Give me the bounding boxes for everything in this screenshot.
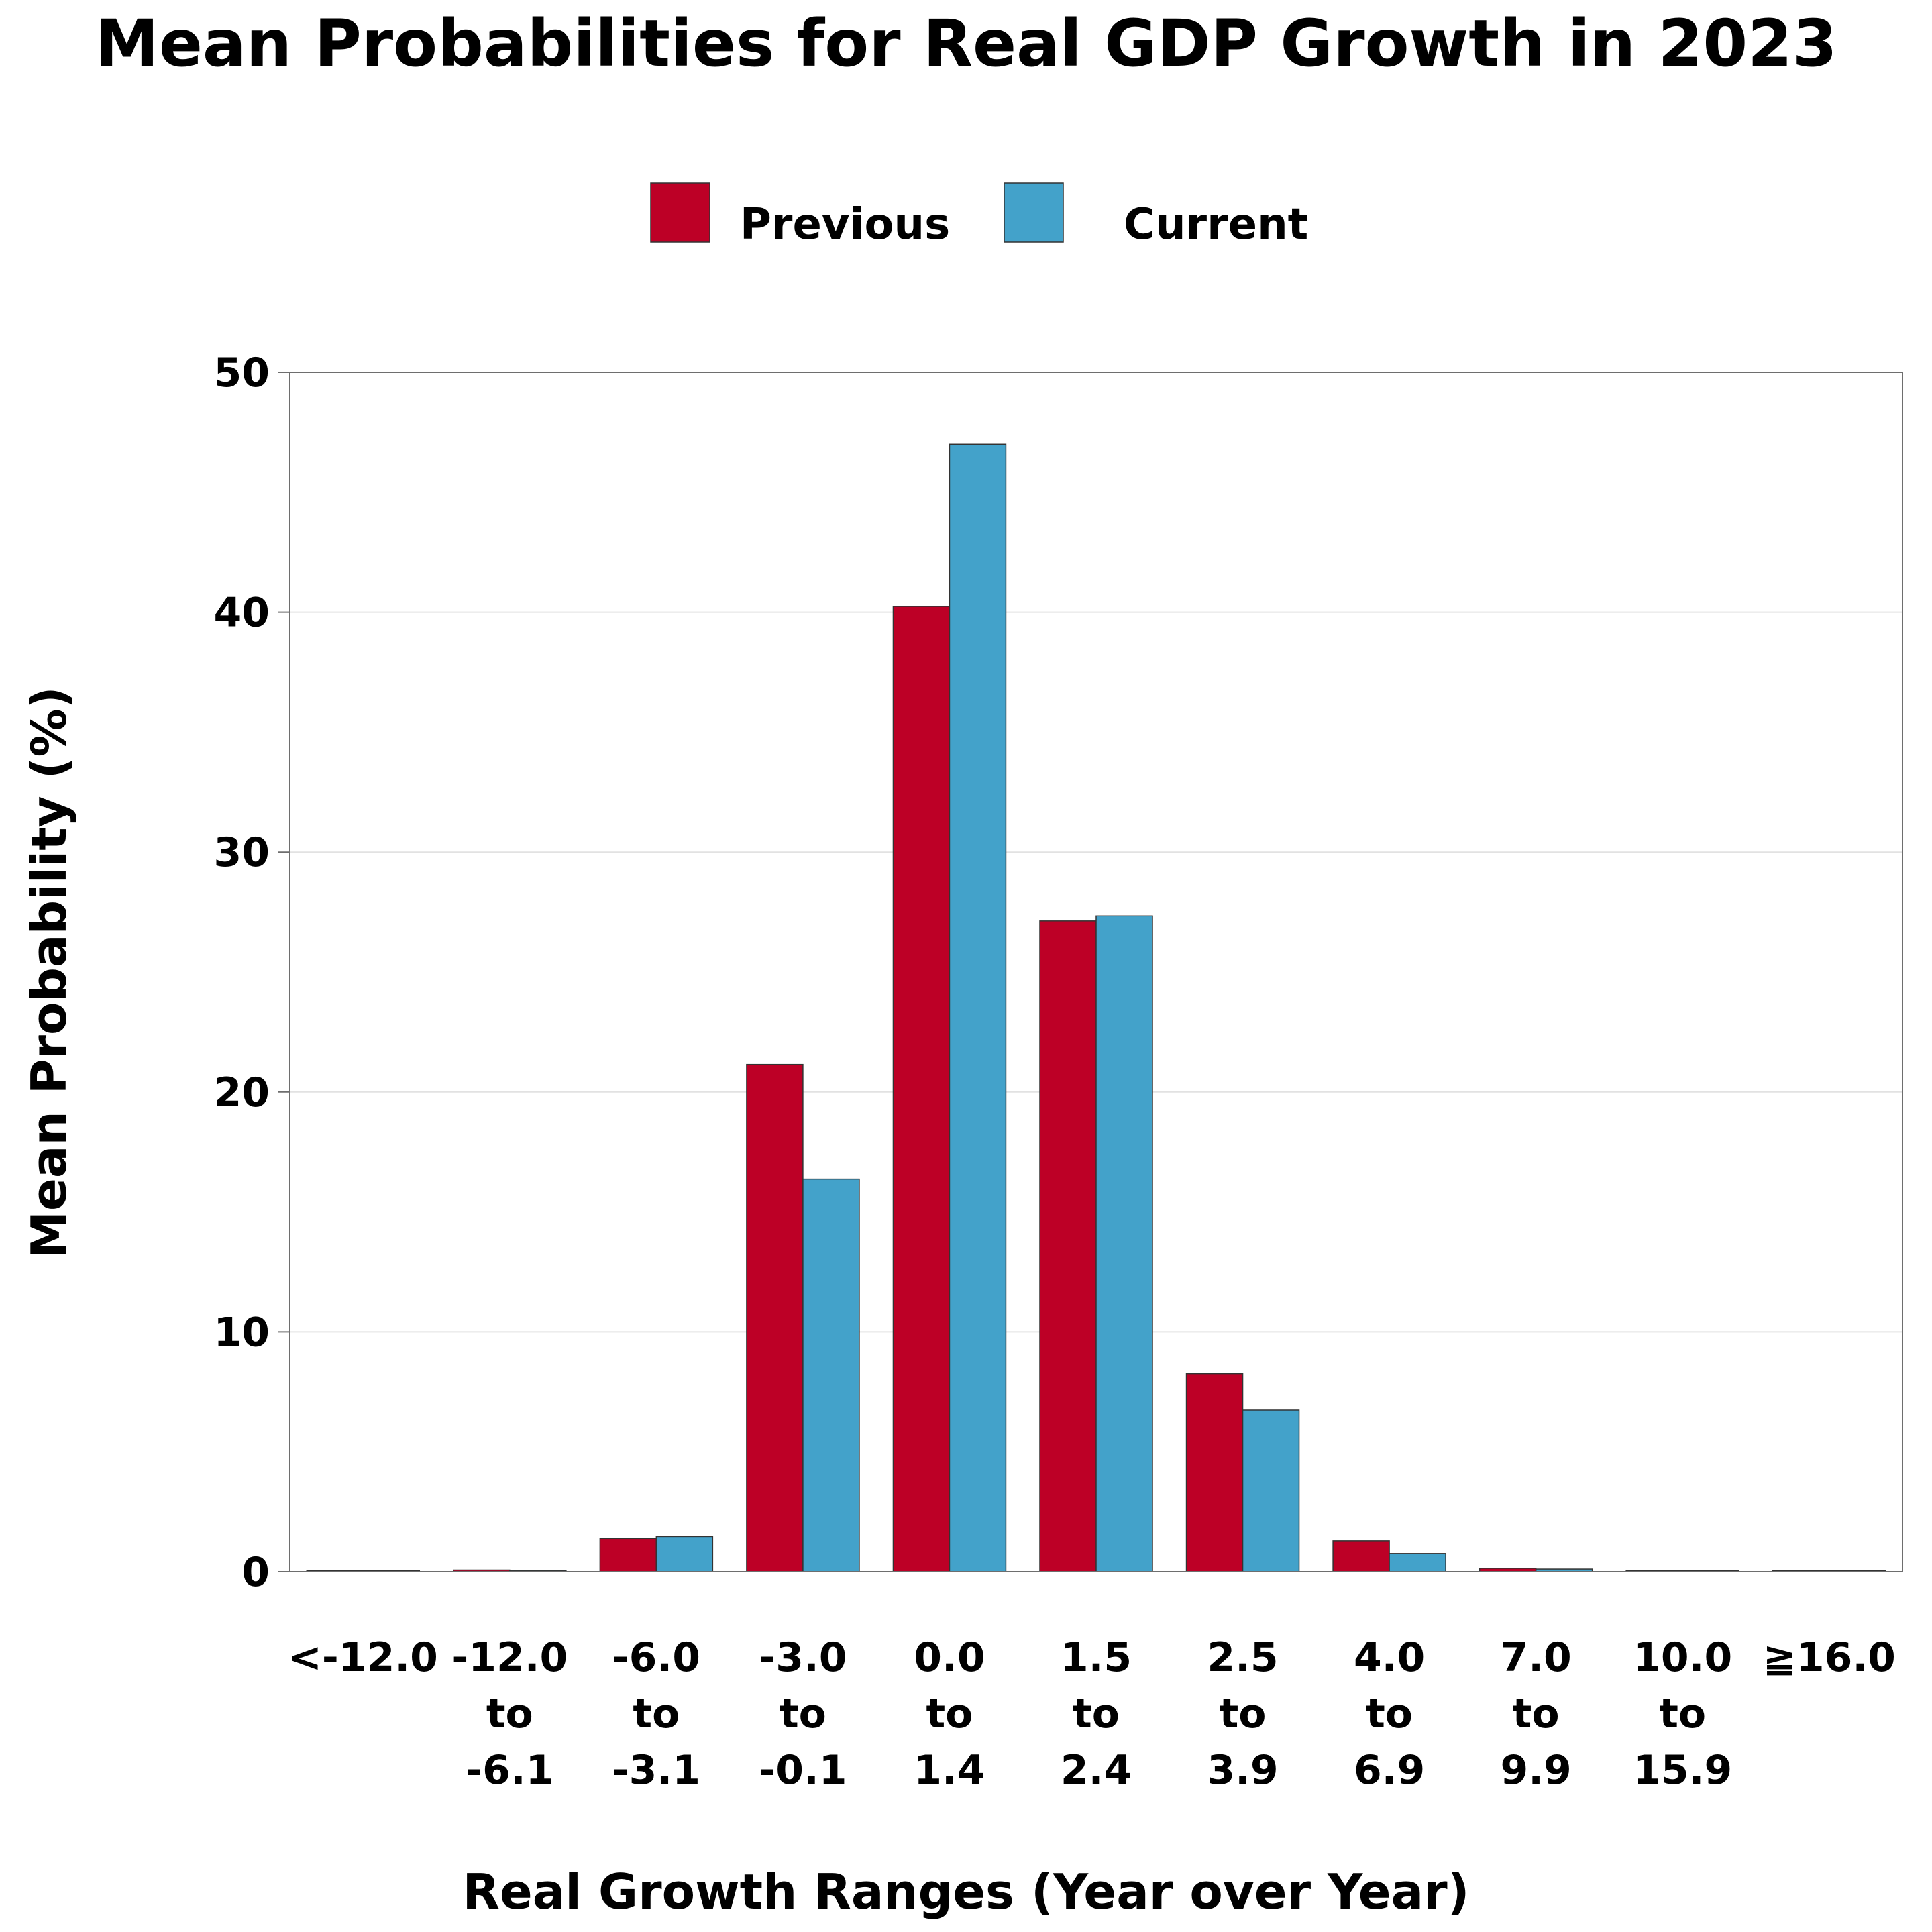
- bar-current-5: [1095, 915, 1153, 1572]
- y-tick-label: 10: [214, 1309, 270, 1356]
- legend: Previous Current: [650, 182, 1308, 250]
- bar-previous-5: [1039, 920, 1097, 1572]
- bar-current-4: [949, 443, 1007, 1572]
- bar-previous-6: [1185, 1373, 1244, 1572]
- legend-swatch-current: [1004, 182, 1064, 243]
- bar-previous-2: [599, 1538, 657, 1572]
- bar-current-2: [655, 1536, 714, 1572]
- x-category-label-5: 1.5 to 2.4: [1061, 1634, 1132, 1794]
- bars: [306, 443, 1886, 1572]
- x-category-label-1: -12.0 to -6.1: [451, 1634, 568, 1794]
- legend-label-previous: Previous: [740, 200, 950, 250]
- x-category-label-3: -3.0 to -0.1: [759, 1634, 847, 1794]
- x-axis-title: Real Growth Ranges (Year over Year): [462, 1864, 1469, 1920]
- chart-title: Mean Probabilities for Real GDP Growth i…: [95, 6, 1837, 81]
- y-tick-label: 40: [214, 590, 270, 637]
- y-tick-label: 20: [214, 1069, 270, 1116]
- x-category-label-2: -6.0 to -3.1: [612, 1634, 700, 1794]
- legend-swatch-previous: [650, 182, 710, 243]
- y-tick-label: 30: [214, 829, 270, 876]
- bar-current-7: [1389, 1553, 1446, 1572]
- y-tick-label: 0: [241, 1549, 270, 1596]
- bar-previous-3: [746, 1063, 804, 1572]
- bar-previous-7: [1332, 1540, 1390, 1572]
- x-category-label-9: 10.0 to 15.9: [1633, 1634, 1732, 1794]
- y-axis-title: Mean Probability (%): [21, 686, 77, 1258]
- y-tick-label: 50: [214, 350, 270, 396]
- x-category-label-0: <-12.0: [288, 1634, 438, 1681]
- x-category-label-4: 0.0 to 1.4: [914, 1634, 985, 1794]
- x-category-label-7: 4.0 to 6.9: [1354, 1634, 1425, 1794]
- legend-label-current: Current: [1124, 200, 1308, 250]
- plot-frame: [289, 372, 1903, 1572]
- bar-current-6: [1242, 1409, 1300, 1572]
- x-category-label-10: ≧16.0: [1763, 1634, 1896, 1681]
- x-axis: <-12.0 -12.0 to -6.1 -6.0 to -3.1 -3.0 to -0.1 0.0…: [288, 1634, 1896, 1794]
- x-category-label-6: 2.5 to 3.9: [1207, 1634, 1278, 1794]
- y-axis: 0 10 20 30 40 50: [214, 350, 290, 1596]
- bar-previous-4: [892, 606, 951, 1572]
- bar-current-3: [802, 1178, 860, 1572]
- x-category-label-8: 7.0 to 9.9: [1500, 1634, 1571, 1794]
